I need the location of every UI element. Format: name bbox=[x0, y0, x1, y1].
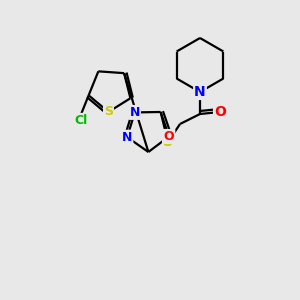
Text: N: N bbox=[130, 106, 140, 119]
Text: N: N bbox=[122, 131, 132, 144]
Text: S: S bbox=[104, 105, 113, 119]
Text: S: S bbox=[163, 135, 173, 149]
Text: O: O bbox=[164, 130, 174, 143]
Text: Cl: Cl bbox=[74, 114, 87, 127]
Text: N: N bbox=[194, 85, 206, 99]
Text: O: O bbox=[214, 105, 226, 119]
